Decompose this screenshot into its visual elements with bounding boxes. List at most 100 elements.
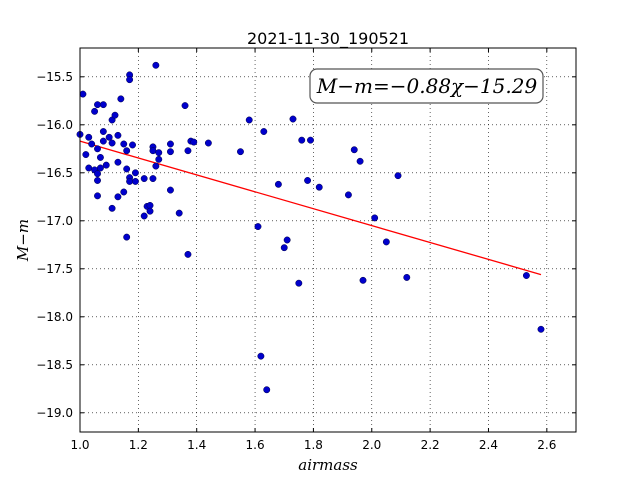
data-point (184, 147, 192, 155)
data-point (371, 214, 379, 222)
data-point (94, 101, 101, 109)
data-point (85, 133, 93, 141)
data-point (304, 177, 312, 184)
data-point (166, 148, 174, 156)
data-point (344, 191, 352, 199)
data-point (283, 236, 291, 244)
x-tick-label: 2.0 (362, 438, 381, 452)
data-point (204, 139, 212, 147)
data-point (245, 116, 253, 124)
data-points (76, 61, 545, 394)
data-point (123, 147, 131, 155)
data-point (237, 148, 244, 156)
data-point (295, 279, 303, 287)
y-tick-label: −16.0 (36, 118, 73, 132)
y-tick-label: −17.0 (36, 214, 73, 228)
data-point (166, 140, 174, 148)
data-point (114, 193, 122, 201)
equation-text: M−m=−0.88χ−15.29 (316, 74, 538, 98)
data-point (94, 170, 101, 178)
data-point (94, 145, 101, 153)
data-point (175, 209, 183, 217)
data-point (94, 192, 101, 200)
data-point (537, 325, 545, 333)
data-point (315, 183, 323, 191)
data-point (149, 175, 157, 183)
data-point (85, 164, 93, 172)
data-point (155, 155, 163, 163)
data-point (99, 137, 107, 145)
y-axis-ticks: −15.5 −16.0 −16.5 −17.0 −17.5 −18.0 −18.5 −19.0 (36, 70, 576, 420)
data-point (126, 177, 134, 185)
equation-box (309, 68, 544, 104)
y-tick-label: −18.0 (36, 310, 73, 324)
data-point (289, 115, 297, 123)
data-point (146, 201, 154, 209)
data-point (152, 162, 160, 170)
data-point (126, 76, 134, 84)
x-axis-label: airmass (298, 456, 358, 474)
data-point (88, 140, 96, 148)
chart-title: 2021-11-30_190521 (247, 29, 409, 49)
y-tick-label: −19.0 (36, 406, 73, 420)
x-tick-label: 1.6 (246, 438, 265, 452)
data-point (131, 177, 139, 185)
data-point (120, 188, 128, 196)
data-point (403, 273, 411, 281)
data-point (382, 238, 390, 246)
data-point (522, 272, 530, 279)
x-tick-label: 2.2 (421, 438, 440, 452)
x-tick-label: 1.4 (187, 438, 206, 452)
equation-annotation: M−m=−0.88χ−15.29 (309, 68, 544, 104)
data-point (260, 128, 268, 135)
x-tick-label: 1.2 (129, 438, 148, 452)
data-point (181, 102, 189, 110)
y-tick-label: −18.5 (36, 358, 73, 372)
data-point (99, 128, 107, 135)
data-point (350, 146, 358, 154)
data-point (114, 131, 122, 139)
data-point (359, 276, 367, 284)
data-point (184, 250, 192, 258)
data-point (149, 147, 157, 155)
data-point (120, 140, 128, 148)
data-point (274, 180, 282, 188)
y-tick-label: −17.5 (36, 262, 73, 276)
data-point (394, 172, 402, 180)
x-tick-label: 2.6 (537, 438, 556, 452)
data-point (102, 161, 110, 169)
data-point (99, 101, 107, 109)
data-point (131, 169, 139, 177)
data-point (298, 136, 306, 144)
data-point (96, 164, 104, 172)
data-point (114, 158, 122, 166)
plot-frame (79, 47, 577, 433)
data-point (140, 175, 148, 183)
grid-lines (80, 48, 576, 432)
data-point (152, 61, 160, 69)
data-point (123, 233, 131, 241)
data-point (155, 149, 163, 157)
data-point (140, 212, 148, 220)
data-point (307, 136, 314, 144)
data-point (82, 151, 90, 159)
data-point (166, 186, 174, 194)
data-point (96, 153, 104, 161)
data-point (190, 138, 198, 146)
data-point (79, 90, 87, 98)
data-point (94, 177, 101, 184)
data-point (280, 244, 288, 252)
data-point (146, 207, 154, 215)
data-point (129, 141, 136, 149)
data-point (105, 133, 113, 141)
data-point (257, 352, 265, 360)
data-point (263, 386, 271, 394)
x-tick-label: 2.4 (479, 438, 498, 452)
data-point (254, 223, 262, 231)
data-point (108, 139, 116, 147)
x-tick-label: 1.8 (304, 438, 323, 452)
x-tick-label: 1.0 (70, 438, 89, 452)
y-tick-label: −16.5 (36, 166, 73, 180)
data-point (108, 204, 116, 212)
